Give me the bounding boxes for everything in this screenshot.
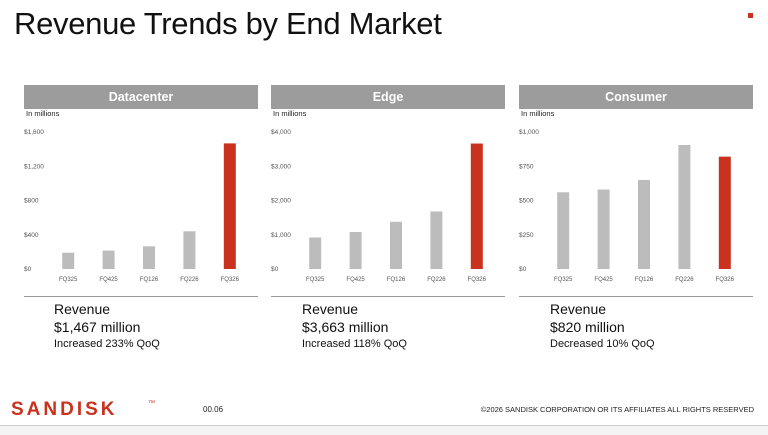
bar-fq425 [349,232,362,269]
x-tick-label: FQ126 [635,277,654,283]
corner-accent-mark [748,13,753,18]
unit-label-consumer: In millions [521,109,555,118]
summary-consumer: Revenue $820 million Decreased 10% QoQ [550,300,768,352]
logo-wordmark: SANDISK [11,399,118,418]
summary-change-consumer: Decreased 10% QoQ [550,338,655,350]
y-tick-label: $3,000 [271,163,291,170]
panel-header-datacenter: Datacenter [24,85,258,109]
bar-fq325 [557,192,570,269]
y-tick-label: $500 [519,198,534,205]
summary-change-datacenter: Increased 233% QoQ [54,338,160,350]
y-tick-label: $1,600 [24,129,44,136]
x-tick-label: FQ226 [427,277,446,283]
x-tick-label: FQ326 [716,277,735,283]
copyright-notice: ©2026 SANDISK CORPORATION OR ITS AFFILIA… [480,405,754,414]
x-tick-label: FQ226 [180,277,199,283]
y-tick-label: $1,200 [24,163,44,170]
x-tick-label: FQ325 [59,277,78,283]
chart-panel-consumer: Consumer In millions $0 $250 $500 $750 $1,00… [519,85,753,297]
page-number: 00.06 [203,405,224,414]
unit-label-edge: In millions [273,109,307,118]
footer-band [0,426,768,435]
x-tick-label: FQ226 [675,277,694,283]
y-tick-label: $1,000 [271,232,291,239]
panel-divider [271,296,505,297]
chart-panel-datacenter: Datacenter In millions $0 $400 $800 $1,200 $… [24,85,258,297]
x-tick-label: FQ325 [306,277,325,283]
bar-fq325 [62,252,75,269]
summary-value-datacenter: $1,467 million [54,319,141,335]
y-tick-label: $0 [519,266,527,273]
summary-value-consumer: $820 million [550,319,625,335]
summary-label-consumer: Revenue [550,301,607,317]
bar-fq326 [223,143,236,269]
x-tick-label: FQ126 [140,277,159,283]
chart-panel-edge: Edge In millions $0 $1,000 $2,000 $3,000 $4,… [271,85,505,297]
panel-divider [24,296,258,297]
x-tick-label: FQ126 [387,277,406,283]
panel-header-consumer: Consumer [519,85,753,109]
panel-header-edge: Edge [271,85,505,109]
summary-label-edge: Revenue [302,301,359,317]
bar-fq126 [390,221,402,269]
bar-fq226 [183,231,196,269]
panel-divider [519,296,753,297]
y-tick-label: $4,000 [271,129,291,136]
summary-edge: Revenue $3,663 million Increased 118% Qo… [302,300,536,352]
y-tick-label: $2,000 [271,198,291,205]
y-tick-label: $0 [271,266,279,273]
unit-label-datacenter: In millions [26,109,60,118]
bar-fq126 [143,246,155,269]
bar-fq226 [430,211,443,269]
x-tick-label: FQ325 [554,277,573,283]
bar-chart-datacenter: $0 $400 $800 $1,200 $1,600 FQ325 FQ425 FQ126 FQ2… [24,129,240,283]
summary-label-datacenter: Revenue [54,301,111,317]
bar-fq325 [309,237,322,269]
logo-trademark: ™ [148,400,155,407]
bar-chart-edge: $0 $1,000 $2,000 $3,000 $4,000 FQ325 FQ425 FQ12… [271,129,487,283]
bar-fq326 [470,143,483,269]
y-tick-label: $800 [24,198,39,205]
y-tick-label: $750 [519,163,534,170]
x-tick-label: FQ425 [99,277,118,283]
x-tick-label: FQ326 [221,277,240,283]
summary-value-edge: $3,663 million [302,319,389,335]
bar-fq425 [102,250,115,269]
bar-fq126 [638,179,650,269]
page-title: Revenue Trends by End Market [14,6,442,41]
summary-datacenter: Revenue $1,467 million Increased 233% Qo… [54,300,288,352]
bar-fq226 [678,145,691,269]
y-tick-label: $250 [519,232,534,239]
bar-fq425 [597,189,610,269]
summary-change-edge: Increased 118% QoQ [302,338,407,350]
x-tick-label: FQ326 [468,277,487,283]
y-tick-label: $0 [24,266,32,273]
x-tick-label: FQ425 [346,277,365,283]
bar-chart-consumer: $0 $250 $500 $750 $1,000 FQ325 FQ425 FQ126 FQ226… [519,129,735,283]
x-tick-label: FQ425 [594,277,613,283]
sandisk-logo: SANDISK ™ [11,399,155,418]
y-tick-label: $1,000 [519,129,539,136]
y-tick-label: $400 [24,232,39,239]
bar-fq326 [718,156,731,269]
footer-divider [0,425,768,426]
